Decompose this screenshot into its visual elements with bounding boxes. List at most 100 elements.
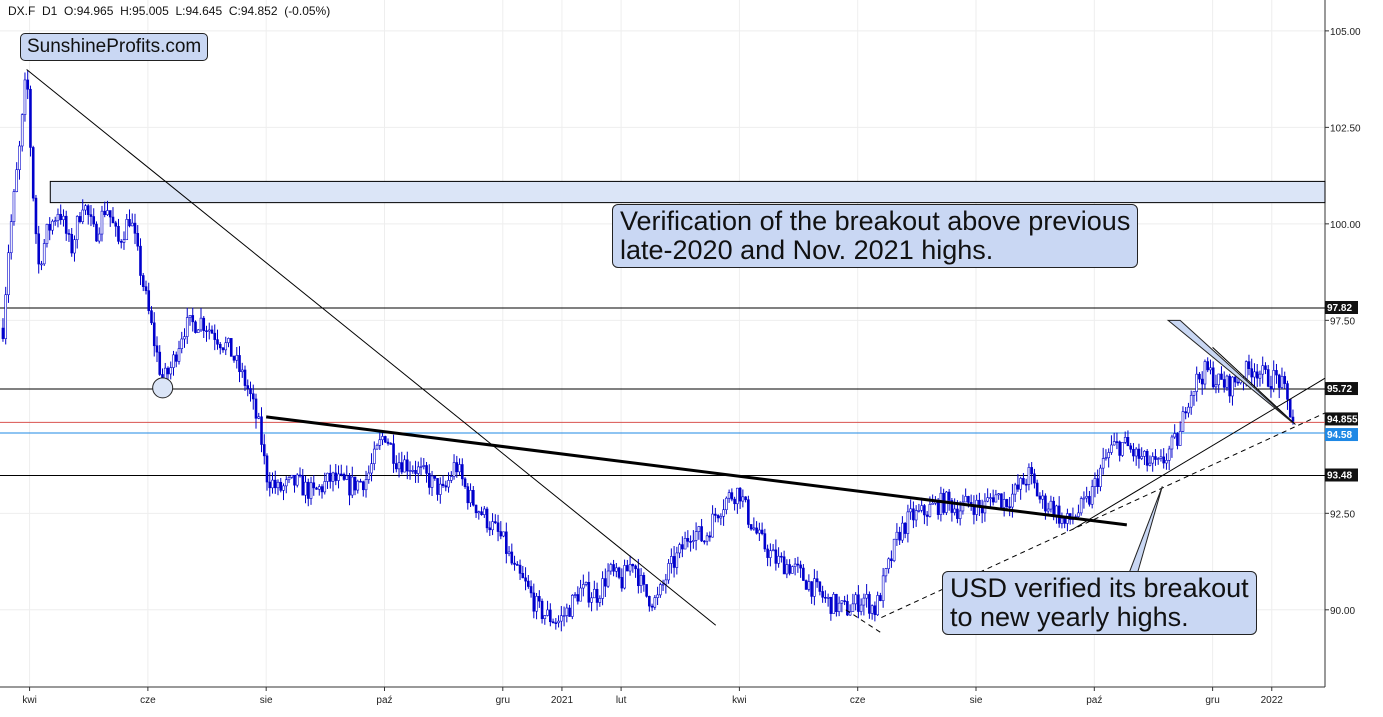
- candle-body: [75, 216, 79, 240]
- ohlc-readout: O:94.965 H:95.005 L:94.645 C:94.852 (-0.…: [64, 4, 331, 18]
- candle-body: [714, 513, 717, 516]
- candle-body: [1104, 457, 1108, 460]
- candle-body: [931, 502, 934, 505]
- candle-body: [414, 470, 417, 474]
- candle-body: [317, 486, 321, 490]
- candle-body: [323, 481, 327, 493]
- candle-body: [1148, 462, 1152, 466]
- candle-body: [639, 575, 643, 587]
- candle-body: [119, 241, 123, 243]
- candle-body: [1261, 365, 1265, 375]
- candle-body: [730, 492, 734, 500]
- candle-body: [725, 497, 728, 511]
- candle-body: [1019, 478, 1022, 490]
- candle-body: [901, 522, 904, 541]
- candle-body: [848, 611, 852, 616]
- candle-body: [232, 356, 236, 361]
- candle-body: [1016, 484, 1020, 490]
- x-tick-label: 2021: [551, 695, 574, 706]
- candle-body: [458, 464, 461, 473]
- candle-body: [1143, 450, 1146, 457]
- candle-body: [235, 355, 239, 361]
- candle-body: [172, 354, 175, 368]
- candle-body: [631, 564, 635, 567]
- candle-body: [92, 216, 96, 225]
- candle-body: [45, 223, 49, 244]
- candle-body: [846, 601, 849, 616]
- candle-body: [716, 515, 720, 519]
- candle-body: [1269, 386, 1273, 389]
- candle-body: [1173, 433, 1176, 438]
- candle-body: [64, 215, 68, 234]
- candle-body: [1079, 498, 1083, 514]
- candle-body: [95, 223, 98, 242]
- candle-body: [326, 472, 329, 482]
- price-tag: [1325, 428, 1358, 442]
- candle-body: [78, 216, 82, 223]
- candle-body: [788, 564, 791, 574]
- candle-body: [265, 455, 269, 483]
- candle-body: [254, 398, 258, 419]
- candle-body: [1085, 496, 1088, 499]
- candle-body: [804, 580, 808, 590]
- y-tick-label: 102.50: [1330, 123, 1361, 134]
- candle-body: [513, 562, 516, 565]
- candle-body: [117, 225, 120, 242]
- candle-body: [1154, 456, 1157, 460]
- candle-body: [196, 329, 200, 333]
- candle-body: [452, 462, 456, 477]
- candle-body: [494, 521, 497, 524]
- candle-body: [158, 351, 162, 375]
- candle-body: [174, 354, 178, 362]
- candle-body: [1277, 374, 1281, 388]
- candle-body: [1082, 497, 1086, 500]
- candle-body: [499, 531, 503, 537]
- candle-body: [1167, 448, 1171, 461]
- candle-body: [298, 474, 302, 477]
- candle-body: [741, 496, 745, 502]
- candle-body: [268, 481, 272, 489]
- candle-body: [210, 329, 214, 334]
- candle-body: [221, 347, 225, 351]
- highlight-circle: [152, 377, 174, 399]
- candle-body: [422, 465, 426, 467]
- candle-body: [1046, 508, 1050, 512]
- candle-body: [1112, 441, 1116, 446]
- y-tick-label: 97.50: [1330, 316, 1355, 327]
- callout-pointer: [1166, 319, 1293, 424]
- candle-body: [604, 578, 607, 587]
- candle-body: [438, 483, 442, 495]
- candle-body: [218, 343, 222, 349]
- x-tick-label: 2022: [1261, 695, 1284, 706]
- candle-body: [257, 416, 261, 419]
- candle-body: [793, 563, 797, 567]
- candle-body: [758, 529, 761, 534]
- candle-body: [397, 462, 401, 470]
- candle-body: [309, 482, 313, 499]
- candle-body: [378, 439, 382, 446]
- candle-body: [370, 463, 373, 474]
- candle-body: [675, 552, 679, 568]
- y-axis: 105.00 102.50 100.00 97.50 92.50 90.00: [1325, 27, 1361, 617]
- candle-body: [648, 595, 651, 607]
- candle-body: [488, 527, 492, 531]
- trendline: [1212, 346, 1296, 425]
- candle-body: [180, 338, 184, 349]
- candle-body: [372, 448, 376, 464]
- candle-body: [1060, 518, 1064, 524]
- candle-body: [601, 578, 604, 599]
- candle-body: [394, 463, 398, 470]
- candle-body: [216, 339, 219, 345]
- candle-body: [837, 602, 841, 613]
- candle-body: [31, 147, 35, 199]
- candle-body: [262, 444, 266, 457]
- candle-body: [1283, 376, 1287, 384]
- candle-body: [1129, 445, 1132, 450]
- candle-body: [207, 329, 211, 332]
- candle-body: [1184, 411, 1187, 414]
- candle-body: [1200, 378, 1204, 385]
- price-tag-label: 97.82: [1327, 303, 1352, 314]
- candle-body: [1145, 450, 1149, 466]
- candle-body: [1291, 416, 1295, 422]
- price-tag: [1325, 382, 1358, 396]
